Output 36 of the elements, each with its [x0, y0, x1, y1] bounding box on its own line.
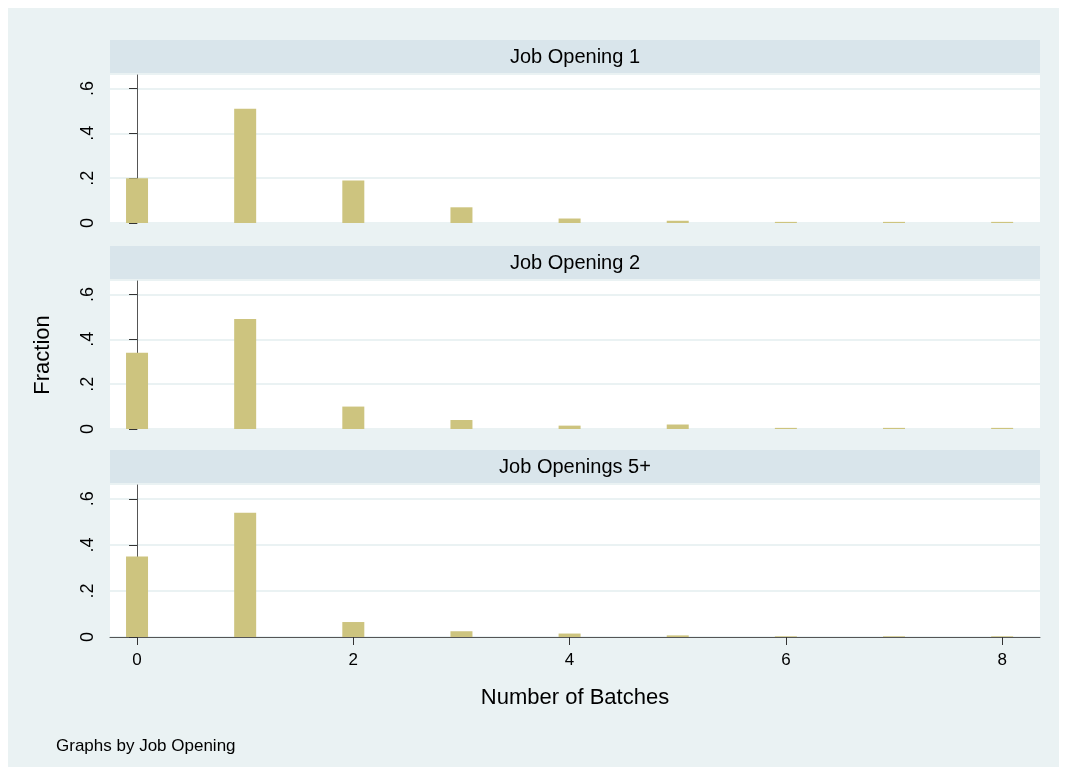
y-tick-label: .2 [77, 170, 97, 186]
bar [666, 220, 689, 223]
bar [450, 420, 473, 429]
y-tick-label: 0 [77, 217, 97, 228]
x-axis-title: Number of Batches [480, 683, 670, 709]
bar [234, 319, 257, 429]
y-tick-label: 0 [77, 631, 97, 643]
chart-title: Job Opening 2 [110, 246, 1040, 279]
y-tick-label: .2 [77, 376, 97, 392]
bar [234, 512, 257, 637]
bar [126, 352, 149, 429]
chart-title: Job Openings 5+ [110, 450, 1040, 483]
y-tick-label: .6 [77, 491, 97, 507]
y-tick-label: .2 [77, 583, 97, 599]
bar [234, 108, 257, 223]
bar [450, 207, 473, 223]
bar [342, 622, 365, 637]
x-tick-label: 8 [997, 650, 1007, 669]
x-tick-label: 2 [348, 650, 359, 669]
bar [126, 178, 149, 223]
y-tick-label: 0 [77, 423, 97, 434]
y-tick-label: .4 [77, 125, 97, 141]
text: Graphs by Job Opening [56, 736, 236, 755]
y-axis-title: Fraction [28, 315, 54, 395]
x-tick-label: 6 [781, 650, 791, 669]
bar [342, 406, 365, 429]
y-tick-label: .6 [77, 286, 97, 302]
y-tick-label: .4 [77, 537, 97, 553]
x-tick-label: 4 [564, 650, 575, 669]
bar [126, 556, 149, 637]
x-tick-label: 0 [132, 650, 142, 669]
bar [342, 180, 365, 223]
bar [450, 631, 473, 637]
y-tick-label: .4 [77, 331, 97, 347]
chart-title: Job Opening 1 [110, 40, 1040, 73]
y-tick-label: .6 [77, 80, 97, 96]
